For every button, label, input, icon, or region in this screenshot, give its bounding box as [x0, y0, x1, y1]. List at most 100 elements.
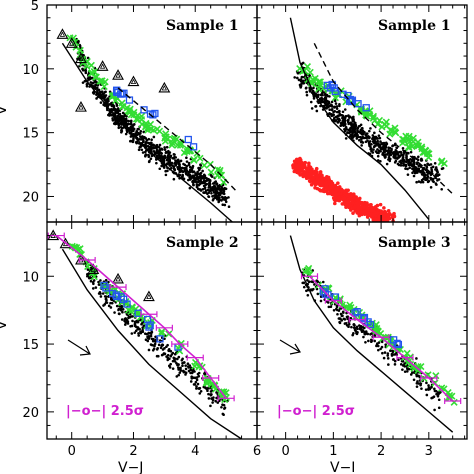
data-point — [347, 122, 351, 126]
data-point — [103, 303, 107, 306]
data-point — [332, 308, 336, 312]
data-point — [386, 352, 390, 355]
data-point — [362, 131, 365, 135]
data-point — [321, 91, 325, 94]
data-point — [300, 75, 304, 79]
cross-marker — [408, 142, 416, 151]
cross-marker — [173, 135, 181, 143]
data-point — [147, 335, 150, 338]
data-point — [221, 197, 225, 201]
data-point — [91, 287, 95, 290]
data-point — [348, 196, 353, 201]
data-point — [387, 155, 391, 159]
data-point — [378, 202, 383, 207]
cross-marker — [134, 111, 142, 120]
data-point — [196, 170, 199, 174]
data-point — [222, 189, 226, 193]
cross-marker — [90, 68, 98, 76]
data-point — [342, 317, 346, 321]
data-point — [341, 314, 344, 318]
data-point — [99, 295, 103, 298]
arrow-icon — [67, 339, 91, 356]
cross-marker — [174, 141, 182, 149]
data-point — [192, 170, 196, 173]
data-point — [123, 323, 127, 326]
data-point — [437, 178, 441, 181]
data-point — [211, 401, 214, 404]
data-point — [351, 116, 355, 119]
data-point — [440, 187, 443, 191]
data-point — [390, 352, 394, 356]
data-point — [385, 218, 390, 222]
data-point — [423, 175, 426, 179]
data-point — [403, 160, 407, 163]
data-point — [305, 90, 308, 94]
data-point — [217, 199, 221, 203]
y-tick-label: 15 — [22, 338, 39, 353]
data-point — [312, 86, 315, 90]
data-point — [132, 137, 135, 141]
cross-marker — [68, 242, 76, 250]
data-point — [399, 363, 403, 366]
data-point — [384, 141, 388, 145]
isochrone-line — [61, 248, 242, 439]
data-point — [98, 90, 102, 94]
cross-marker — [405, 138, 414, 146]
data-point — [435, 392, 438, 396]
data-point — [377, 219, 381, 222]
data-point — [184, 364, 187, 367]
data-point — [175, 375, 179, 378]
data-point — [331, 105, 334, 108]
triangle-marker — [96, 60, 109, 71]
data-point — [81, 81, 85, 84]
data-point — [435, 168, 439, 171]
data-point — [315, 186, 320, 191]
data-point — [163, 148, 167, 151]
data-point — [369, 202, 373, 207]
data-point — [206, 188, 210, 192]
data-point — [135, 140, 139, 144]
data-point — [417, 167, 421, 170]
data-point — [321, 183, 325, 187]
cross-marker — [399, 139, 407, 147]
data-point — [377, 215, 381, 220]
data-point — [149, 157, 153, 161]
data-point — [380, 142, 384, 145]
cross-marker — [346, 301, 354, 309]
data-point — [131, 124, 134, 127]
data-point — [190, 371, 194, 375]
data-point — [147, 337, 151, 340]
data-point — [104, 278, 108, 282]
data-point — [417, 180, 421, 183]
data-point — [202, 184, 206, 188]
data-point — [161, 348, 165, 351]
data-point — [368, 140, 372, 143]
data-point — [101, 292, 105, 295]
data-point — [431, 177, 435, 181]
triangle-marker — [158, 81, 171, 93]
data-point — [181, 357, 184, 361]
data-point — [112, 105, 116, 108]
data-point — [312, 175, 316, 179]
data-point — [332, 113, 335, 117]
data-point — [93, 86, 97, 90]
data-point — [198, 392, 202, 395]
data-point — [168, 161, 172, 165]
data-point — [203, 174, 207, 178]
data-point — [368, 142, 371, 145]
data-point — [123, 114, 126, 118]
data-point — [329, 112, 333, 116]
data-point — [383, 351, 387, 354]
data-point — [359, 130, 363, 134]
triangle-marker — [59, 31, 66, 37]
data-point — [160, 148, 164, 151]
data-point — [358, 327, 362, 331]
data-point — [192, 183, 195, 187]
square-marker — [354, 100, 362, 108]
data-point — [120, 318, 124, 321]
data-point — [397, 150, 401, 154]
data-point — [434, 182, 438, 185]
data-point — [359, 201, 364, 206]
triangle-marker — [65, 37, 78, 48]
